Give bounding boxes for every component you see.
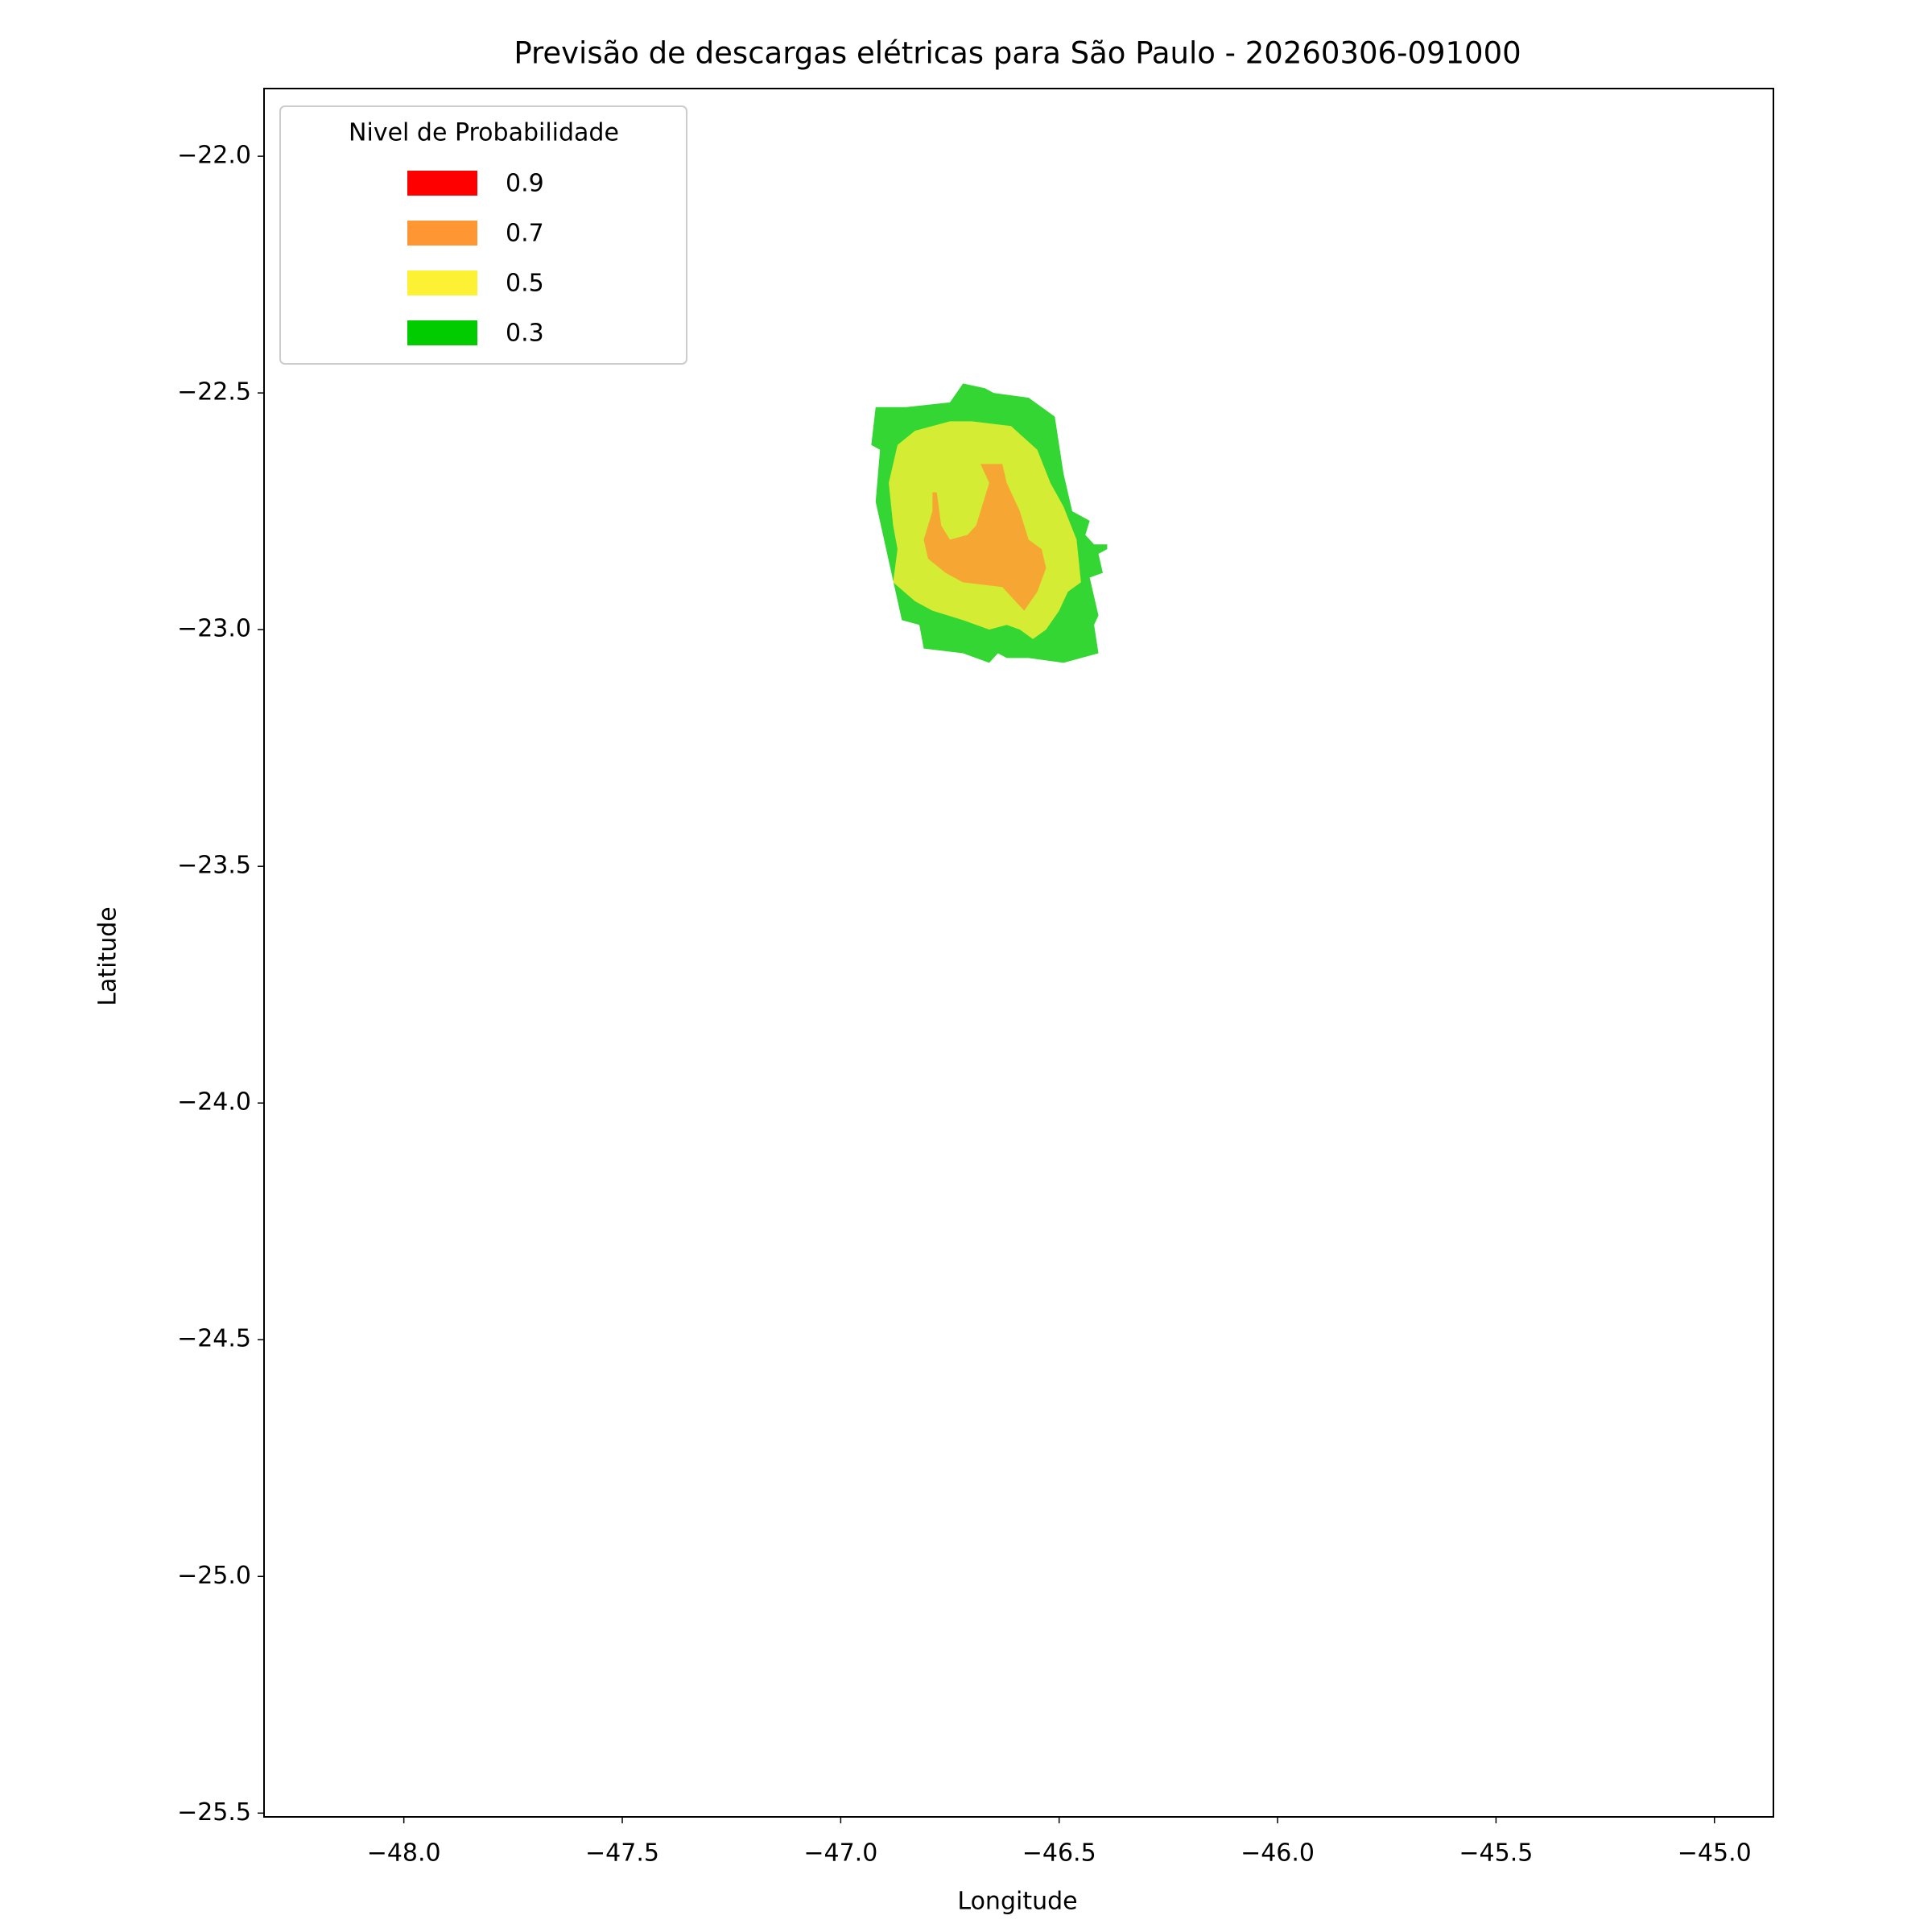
legend-label: 0.9 bbox=[506, 170, 544, 198]
x-tick-label: −46.0 bbox=[1241, 1839, 1315, 1868]
legend-title: Nivel de Probabilidade bbox=[349, 119, 619, 147]
legend-box bbox=[279, 105, 687, 365]
y-tick-label: −25.5 bbox=[177, 1798, 251, 1827]
x-tick-label: −45.0 bbox=[1678, 1839, 1752, 1868]
y-tick-label: −22.0 bbox=[177, 142, 251, 170]
x-tick-label: −47.5 bbox=[585, 1839, 659, 1868]
y-tick-label: −22.5 bbox=[177, 378, 251, 407]
y-axis-label: Latitude bbox=[94, 906, 122, 1005]
legend-swatch bbox=[407, 171, 477, 196]
y-tick-label: −24.0 bbox=[177, 1088, 251, 1117]
legend-swatch bbox=[407, 270, 477, 295]
x-tick-label: −47.0 bbox=[803, 1839, 877, 1868]
y-tick-label: −25.0 bbox=[177, 1562, 251, 1590]
x-tick-label: −46.5 bbox=[1022, 1839, 1096, 1868]
x-axis-label: Longitude bbox=[957, 1888, 1077, 1916]
y-tick-label: −24.5 bbox=[177, 1325, 251, 1353]
chart-title: Previsão de descargas elétricas para São… bbox=[514, 36, 1521, 71]
legend-label: 0.3 bbox=[506, 320, 544, 348]
legend-swatch bbox=[407, 221, 477, 246]
plot-frame bbox=[263, 88, 1774, 1818]
x-tick-label: −48.0 bbox=[367, 1839, 441, 1868]
x-tick-label: −45.5 bbox=[1459, 1839, 1533, 1868]
contour-region bbox=[923, 464, 1046, 611]
y-tick-label: −23.0 bbox=[177, 615, 251, 643]
legend-swatch bbox=[407, 320, 477, 345]
y-tick-label: −23.5 bbox=[177, 852, 251, 880]
legend-label: 0.7 bbox=[506, 220, 544, 248]
legend-label: 0.5 bbox=[506, 270, 544, 298]
